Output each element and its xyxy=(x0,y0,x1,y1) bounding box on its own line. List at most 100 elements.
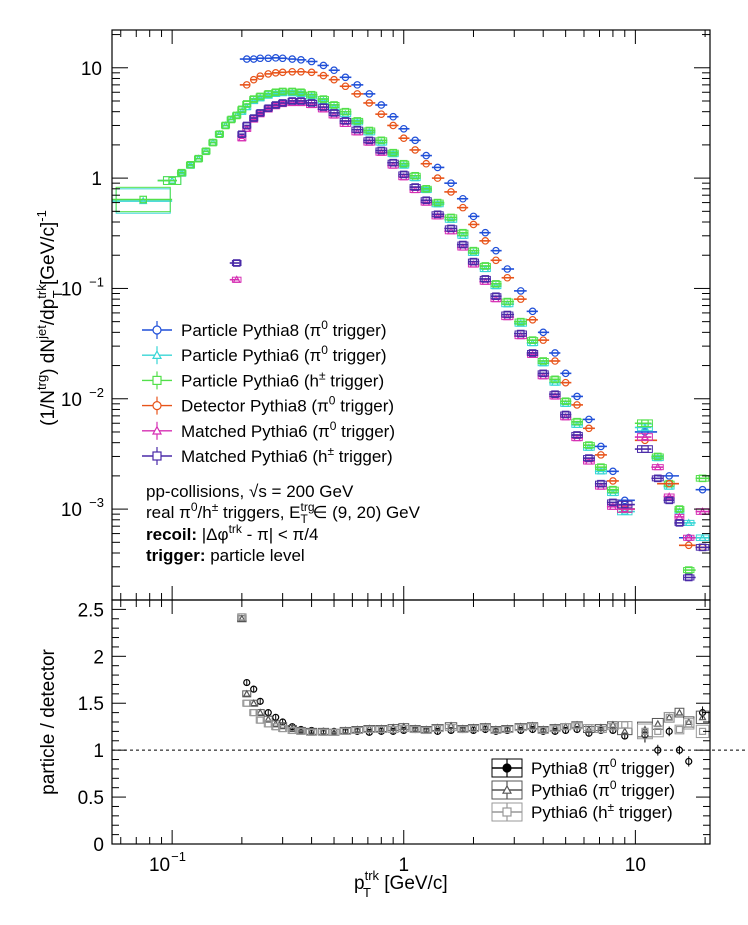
data-point xyxy=(641,727,649,735)
data-point xyxy=(307,91,316,100)
data-point xyxy=(458,724,467,732)
data-point xyxy=(561,378,570,387)
data-point xyxy=(319,728,328,736)
data-point xyxy=(675,505,684,513)
data-point xyxy=(584,725,593,733)
legend-label: Detector Pythia8 (π0 trigger) xyxy=(181,394,394,416)
ylabel-part-g: T xyxy=(50,290,65,298)
data-point xyxy=(307,727,316,735)
data-point xyxy=(353,81,362,89)
data-point xyxy=(341,73,350,82)
ylabel-part-d: jet xyxy=(34,325,49,340)
ylabel-part-i: -1 xyxy=(34,210,49,222)
data-point xyxy=(620,500,629,509)
data-point xyxy=(654,727,662,735)
data-point xyxy=(194,154,203,163)
data-point xyxy=(288,87,297,96)
data-point xyxy=(459,725,467,734)
data-point xyxy=(698,485,707,494)
syst-box xyxy=(201,148,211,155)
legend-entry-m6pi0: Matched Pythia6 (π0 trigger) xyxy=(142,419,395,441)
data-point xyxy=(278,54,287,63)
data-point xyxy=(573,431,581,439)
data-point xyxy=(481,275,490,283)
data-point xyxy=(516,295,525,303)
bottom-y-axis-title: particle / detector xyxy=(38,648,59,794)
legend-marker xyxy=(501,784,513,794)
data-point xyxy=(411,724,420,732)
data-point xyxy=(278,88,287,97)
data-point xyxy=(609,477,617,485)
ylabel-part-e: /dp xyxy=(38,299,59,325)
data-point xyxy=(684,533,693,541)
data-point xyxy=(585,441,593,449)
legend-entry-r6h: Pythia6 (h± trigger) xyxy=(491,800,673,822)
data-point xyxy=(573,722,581,730)
data-point xyxy=(399,722,408,730)
data-point xyxy=(389,112,397,121)
data-point xyxy=(256,708,265,716)
series-m6h xyxy=(229,97,710,582)
data-point xyxy=(307,90,316,99)
data-point xyxy=(256,92,264,101)
data-point xyxy=(516,329,525,338)
data-point xyxy=(653,453,663,462)
data-point xyxy=(433,199,442,208)
data-point xyxy=(551,375,559,384)
data-point xyxy=(528,349,537,357)
data-point xyxy=(609,467,617,476)
data-point xyxy=(264,104,273,113)
legend-marker xyxy=(151,349,163,359)
data-point xyxy=(562,726,570,735)
data-point xyxy=(242,100,251,108)
syst-box xyxy=(208,139,218,146)
data-point xyxy=(365,136,374,145)
data-point xyxy=(288,55,297,63)
data-point xyxy=(296,98,306,107)
y-tick-label: 10 xyxy=(61,390,82,411)
data-point xyxy=(596,723,605,731)
data-point xyxy=(562,723,570,731)
syst-box xyxy=(683,718,695,730)
series-p8pi0 xyxy=(239,54,710,542)
data-point xyxy=(221,121,230,130)
data-point xyxy=(469,724,478,733)
ratio-series-r8pi0 xyxy=(243,678,707,767)
data-point xyxy=(551,723,560,731)
data-point xyxy=(433,210,442,219)
data-point xyxy=(330,728,338,736)
data-point xyxy=(573,725,581,734)
data-point xyxy=(517,724,525,732)
data-point xyxy=(698,474,707,483)
data-point xyxy=(297,67,305,76)
data-point xyxy=(288,726,296,735)
annotation-line-1: pp-collisions, √s = 200 GeV xyxy=(146,482,354,501)
legend-entry-d8pi0: Detector Pythia8 (π0 trigger) xyxy=(142,394,394,416)
data-point xyxy=(433,211,442,220)
data-point xyxy=(215,130,224,139)
legend-marker xyxy=(502,763,512,773)
data-point xyxy=(459,240,467,249)
data-point xyxy=(296,726,306,734)
data-point xyxy=(609,498,617,507)
data-point xyxy=(319,95,328,103)
data-point xyxy=(481,228,490,237)
top-panel: 10 1 10 −1 10 −2 10 −3 (1/Ntrg) dNjet/dptrkT [G… xyxy=(34,29,711,601)
ylabel-part-f: trk xyxy=(34,284,49,299)
data-point xyxy=(238,613,246,621)
data-point xyxy=(481,724,489,732)
data-point xyxy=(551,390,559,399)
data-point xyxy=(640,725,649,733)
data-point xyxy=(665,727,673,735)
ylabel-part-b: trg xyxy=(34,375,49,390)
y-tick-label: 0.5 xyxy=(78,788,104,809)
data-point xyxy=(243,699,251,707)
data-point xyxy=(528,307,537,316)
data-point xyxy=(232,275,241,283)
syst-box xyxy=(237,106,247,113)
data-point xyxy=(264,91,273,99)
data-point xyxy=(641,428,649,436)
data-point xyxy=(446,215,456,223)
data-point xyxy=(492,256,500,265)
